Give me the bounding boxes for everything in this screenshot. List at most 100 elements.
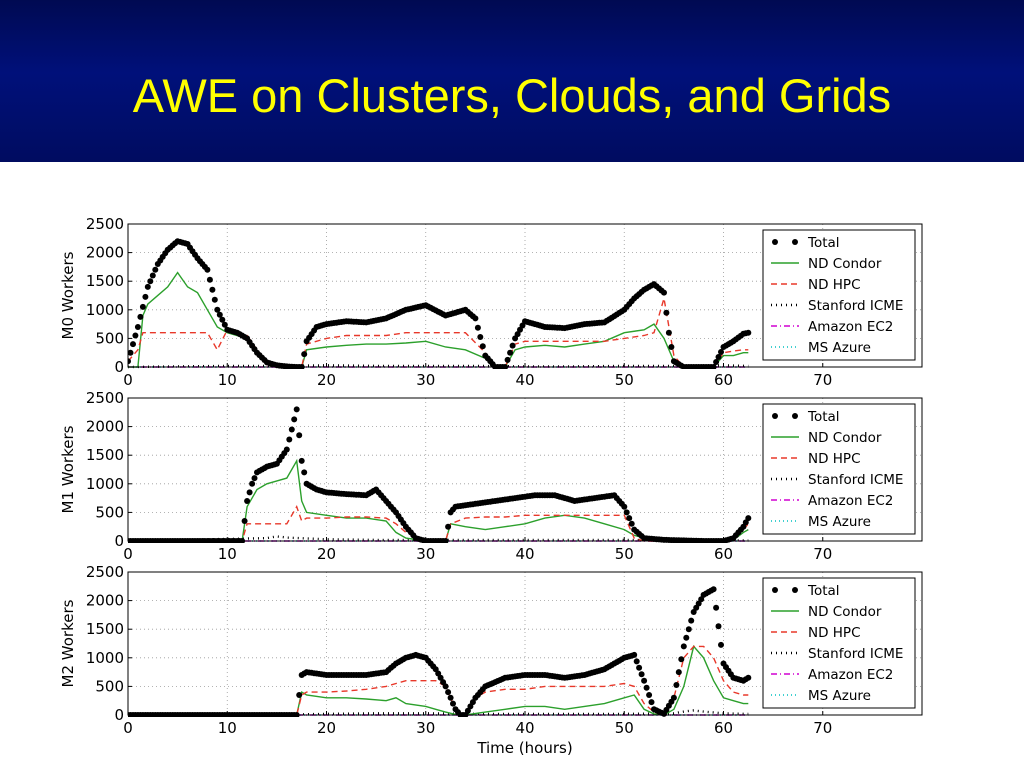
y-tick-label: 0 [114,358,124,376]
total-point [509,342,516,349]
chart-panel-2: 0 10 20 30 40 50 60 70 0 500 1000 1500 2000 2500 M2 Wo… [59,563,923,757]
total-point [128,358,131,365]
x-tick-label: 70 [813,371,832,389]
y-tick-label: 2000 [86,244,124,262]
total-point [715,623,722,630]
total-point [442,683,449,690]
y-tick-label: 500 [95,677,124,695]
x-tick-label: 10 [218,719,237,737]
total-point [713,604,720,611]
total-point [745,329,752,336]
x-tick-label: 0 [123,545,133,563]
total-point [214,306,221,313]
x-tick-label: 0 [123,371,133,389]
total-point [668,344,675,350]
legend-box [762,403,916,535]
y-tick-label: 1500 [86,446,124,464]
total-point [477,334,484,340]
total-point [152,266,159,273]
legend-label: Total [807,409,840,425]
y-tick-label: 2000 [86,592,124,610]
legend-label: ND HPC [808,277,861,293]
chart-panel-1: 0 10 20 30 40 50 60 70 0 500 1000 1500 2000 2500 M1 Wo… [59,389,923,563]
x-tick-label: 70 [813,719,832,737]
legend-box [762,577,916,709]
y-axis-label: M1 Workers [59,425,77,513]
x-tick-label: 10 [218,371,237,389]
legend-label: MS Azure [808,514,871,530]
legend-label: ND Condor [808,604,882,620]
legend-label: Amazon EC2 [808,319,893,335]
total-point [249,480,256,487]
legend-marker-total [792,239,798,245]
total-point [675,669,682,676]
series-stanford-icme [128,535,749,543]
y-axis-label: M0 Workers [59,251,77,339]
legend: Total ND Condor ND HPC Stanford ICME Amazon … [762,229,916,361]
legend-label: Stanford ICME [808,472,903,488]
total-point [710,586,717,593]
series-nd-condor [128,644,749,716]
legend-label: MS Azure [808,340,871,356]
legend-marker-total [792,413,798,419]
total-point [621,503,628,510]
legend: Total ND Condor ND HPC Stanford ICME Amazon … [762,577,916,709]
y-tick-label: 1000 [86,649,124,667]
total-point [713,359,720,365]
total-point [445,689,452,696]
total-point [718,641,724,648]
total-point [688,617,695,624]
x-tick-label: 10 [218,545,237,563]
total-point [643,684,650,691]
series-total [128,586,752,717]
x-tick-label: 50 [615,719,634,737]
x-tick-label: 20 [317,545,336,563]
x-tick-label: 40 [515,371,534,389]
total-point [301,351,308,358]
legend-label: ND Condor [808,256,882,272]
total-point [745,674,752,681]
x-tick-label: 40 [515,545,534,563]
series-stanford-icme [128,709,749,717]
y-tick-label: 1500 [86,620,124,638]
total-point [670,694,677,701]
y-tick-label: 2500 [86,563,124,581]
slide-header: AWE on Clusters, Clouds, and Grids [0,0,1024,162]
y-tick-label: 0 [114,706,124,724]
total-point [631,651,638,658]
y-tick-label: 1000 [86,475,124,493]
total-point [680,643,687,650]
y-tick-label: 2000 [86,418,124,436]
legend-label: Total [807,235,840,251]
total-point [132,332,139,339]
total-point [144,283,151,290]
total-point [673,682,680,688]
total-point [685,626,692,633]
total-point [246,489,253,496]
total-point [142,293,149,300]
total-point [204,266,211,273]
total-point [641,677,648,684]
slide-title: AWE on Clusters, Clouds, and Grids [132,69,892,122]
total-point [623,509,630,516]
total-point [633,658,640,665]
total-point [646,692,653,698]
legend-marker-total [772,239,778,245]
series-total [128,238,752,369]
total-point [447,694,454,701]
total-point [137,313,144,320]
total-point [683,634,690,641]
x-tick-label: 60 [714,545,733,563]
total-point [298,457,305,464]
total-point [244,498,251,504]
total-point [504,356,511,363]
total-point [636,664,643,671]
total-point [661,289,667,296]
total-point [450,700,456,707]
total-point [474,324,481,331]
total-point [507,349,514,356]
total-point [209,286,216,293]
legend-label: Total [807,583,840,599]
legend-label: Amazon EC2 [808,667,893,683]
